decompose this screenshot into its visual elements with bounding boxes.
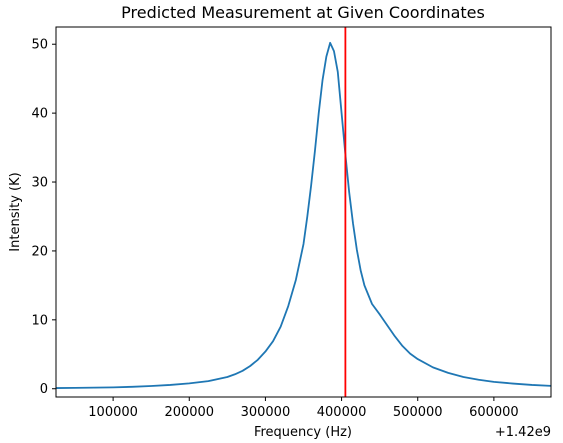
x-tick-label: 200000 — [164, 405, 214, 420]
y-tick-label: 50 — [31, 38, 48, 53]
x-axis-label: Frequency (Hz) — [254, 425, 352, 440]
x-tick-label: 300000 — [241, 405, 291, 420]
y-tick-label: 30 — [31, 176, 48, 191]
y-tick-label: 40 — [31, 107, 48, 122]
series-line-0 — [56, 41, 551, 389]
y-tick-label: 20 — [31, 244, 48, 259]
x-tick-label: 100000 — [88, 405, 138, 420]
y-tick-label: 10 — [31, 313, 48, 328]
x-tick-label: 600000 — [469, 405, 519, 420]
plot-area: 100000 200000 300000 400000 500000 600000 0 10 2… — [31, 26, 552, 420]
x-tick-label: 400000 — [317, 405, 367, 420]
plot-frame — [55, 26, 552, 398]
x-tick-label: 500000 — [393, 405, 443, 420]
chart-title: Predicted Measurement at Given Coordinat… — [121, 3, 485, 22]
y-tick-label: 0 — [40, 382, 48, 397]
y-axis-label: Intensity (K) — [8, 172, 23, 251]
x-axis-offset-label: +1.42e9 — [495, 425, 551, 440]
